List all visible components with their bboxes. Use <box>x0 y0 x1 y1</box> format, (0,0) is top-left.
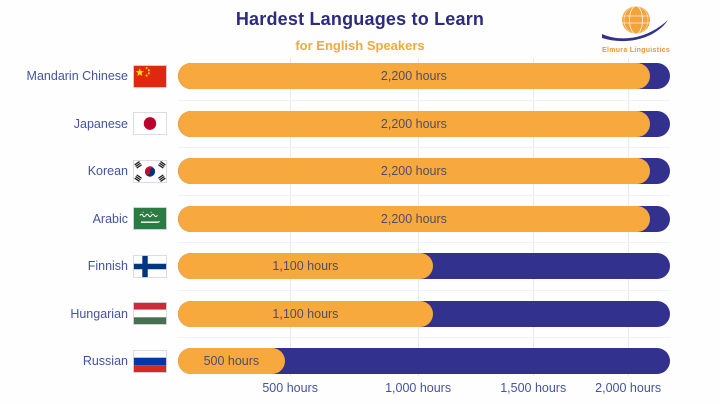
brand-logo: Elmura Linguistics <box>588 2 684 54</box>
language-label: Hungarian <box>70 306 128 321</box>
bar-row: Finnish 1,100 hours <box>0 253 720 279</box>
brand-name: Elmura Linguistics <box>601 47 671 54</box>
bar-row: Mandarin Chinese 2,200 hours <box>0 63 720 89</box>
bar-track: 2,200 hours <box>178 205 670 232</box>
bar-value-label: 1,100 hours <box>272 306 339 321</box>
bar-fill: 2,200 hours <box>178 63 650 89</box>
bar-value-label: 1,100 hours <box>272 259 339 273</box>
language-label: Mandarin Chinese <box>26 69 128 83</box>
globe-swoosh-icon <box>602 5 668 42</box>
flag-icon-saudi-arabia <box>133 207 167 230</box>
flag-icon-china <box>133 64 167 88</box>
flag-icon-finland <box>133 254 167 278</box>
bar-track: 2,200 hours <box>178 63 670 89</box>
flag-icon-russia <box>133 349 167 373</box>
bar-track: 2,200 hours <box>178 158 670 184</box>
bar-track: 2,200 hours <box>178 110 670 137</box>
flag-icon-hungary <box>133 302 167 325</box>
bar-value-label: 2,200 hours <box>380 116 447 131</box>
language-label: Arabic <box>92 211 128 226</box>
x-axis-tick-label: 1,500 hours <box>500 381 567 395</box>
gridline <box>178 289 670 291</box>
bar-value-label: 2,200 hours <box>380 164 447 178</box>
language-label: Russian <box>82 354 128 368</box>
bar-value-label: 2,200 hours <box>380 211 447 226</box>
bar-fill: 2,200 hours <box>178 110 650 137</box>
bar-fill: 2,200 hours <box>178 205 650 232</box>
bar-row: Russian 500 hours <box>0 348 720 374</box>
gridline <box>178 337 670 339</box>
flag-icon-south-korea <box>133 159 167 183</box>
chart-subtitle: for English Speakers <box>295 38 425 53</box>
bar-value-label: 500 hours <box>203 354 260 368</box>
bar-value-label: 2,200 hours <box>380 69 447 83</box>
flag-icon-japan <box>133 112 167 135</box>
x-axis-tick-label: 2,000 hours <box>595 381 662 395</box>
bar-fill: 500 hours <box>178 348 285 374</box>
bar-fill: 1,100 hours <box>178 300 433 327</box>
language-label: Finnish <box>87 259 128 273</box>
bar-row: Hungarian 1,100 hours <box>0 300 720 327</box>
language-label: Korean <box>87 164 128 178</box>
bar-row: Japanese 2,200 hours <box>0 110 720 137</box>
language-label: Japanese <box>73 116 128 131</box>
gridline <box>178 242 670 244</box>
bar-track: 500 hours <box>178 348 670 374</box>
bar-fill: 2,200 hours <box>178 158 650 184</box>
x-axis-tick-label: 500 hours <box>262 381 318 395</box>
chart-title: Hardest Languages to Learn <box>235 9 485 29</box>
x-axis-tick-label: 1,000 hours <box>385 381 452 395</box>
gridline <box>178 99 670 101</box>
bar-row: Korean 2,200 hours <box>0 158 720 184</box>
gridline <box>178 147 670 149</box>
bar-track: 1,100 hours <box>178 300 670 327</box>
bar-row: Arabic 2,200 hours <box>0 205 720 232</box>
bar-fill: 1,100 hours <box>178 253 433 279</box>
gridline <box>178 194 670 196</box>
bar-track: 1,100 hours <box>178 253 670 279</box>
